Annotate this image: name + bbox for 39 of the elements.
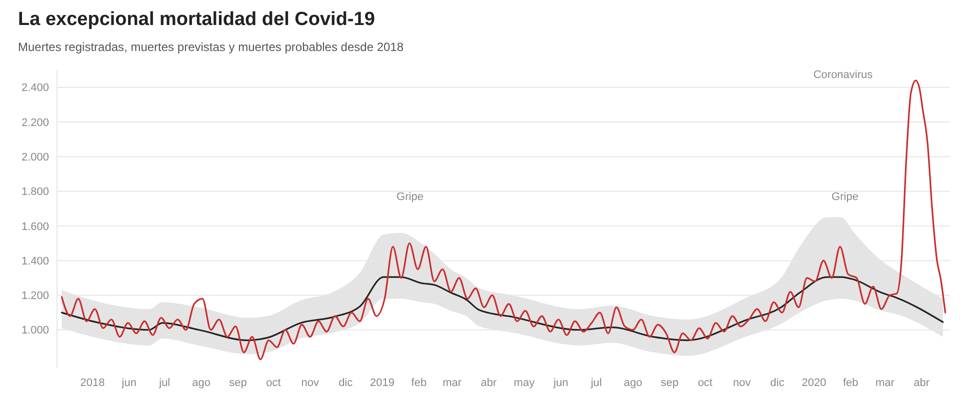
annotation: Coronavirus bbox=[813, 69, 874, 81]
y-tick-label: 2.400 bbox=[21, 82, 49, 94]
x-tick-label: 2019 bbox=[370, 377, 395, 389]
x-tick-label: sep bbox=[660, 377, 679, 389]
x-tick-label: oct bbox=[266, 377, 281, 389]
chart-subtitle: Muertes registradas, muertes previstas y muertes probables desde 2018 bbox=[18, 40, 404, 54]
x-tick-label: mar bbox=[442, 377, 462, 389]
y-tick-label: 2.000 bbox=[21, 151, 49, 164]
x-tick-label: feb bbox=[843, 377, 858, 389]
annotation: Gripe bbox=[396, 191, 424, 203]
line-series bbox=[60, 80, 946, 360]
x-tick-label: ago bbox=[624, 377, 642, 389]
x-tick-label: 2018 bbox=[80, 377, 105, 389]
x-tick-label: jun bbox=[120, 377, 136, 389]
x-tick-label: abr bbox=[914, 377, 930, 389]
y-tick-label: 1.400 bbox=[21, 255, 49, 268]
x-tick-label: ago bbox=[192, 377, 210, 389]
x-tick-label: dic bbox=[770, 377, 785, 389]
x-tick-label: 2020 bbox=[802, 377, 826, 389]
y-tick-label: 1.000 bbox=[21, 324, 49, 337]
y-tick-label: 2.200 bbox=[21, 116, 49, 129]
annotation: Gripe bbox=[832, 191, 858, 203]
y-tick-label: 1.800 bbox=[21, 186, 49, 198]
chart-title: La excepcional mortalidad del Covid-19 bbox=[18, 9, 375, 30]
x-tick-label: may bbox=[514, 377, 536, 389]
x-tick-label: abr bbox=[480, 377, 497, 389]
x-tick-label: jul bbox=[590, 377, 602, 389]
y-tick-label: 1.200 bbox=[21, 290, 49, 302]
y-tick-label: 1.600 bbox=[21, 220, 49, 233]
line-series bbox=[60, 276, 944, 342]
x-tick-label: dic bbox=[338, 377, 354, 389]
x-tick-label: oct bbox=[698, 377, 713, 389]
x-tick-label: nov bbox=[301, 377, 320, 389]
x-tick-label: jul bbox=[158, 377, 170, 389]
x-tick-label: jun bbox=[552, 377, 568, 389]
x-tick-label: sep bbox=[229, 377, 247, 389]
x-tick-label: feb bbox=[411, 377, 427, 389]
x-tick-label: nov bbox=[732, 377, 752, 389]
x-tick-label: mar bbox=[875, 377, 895, 389]
